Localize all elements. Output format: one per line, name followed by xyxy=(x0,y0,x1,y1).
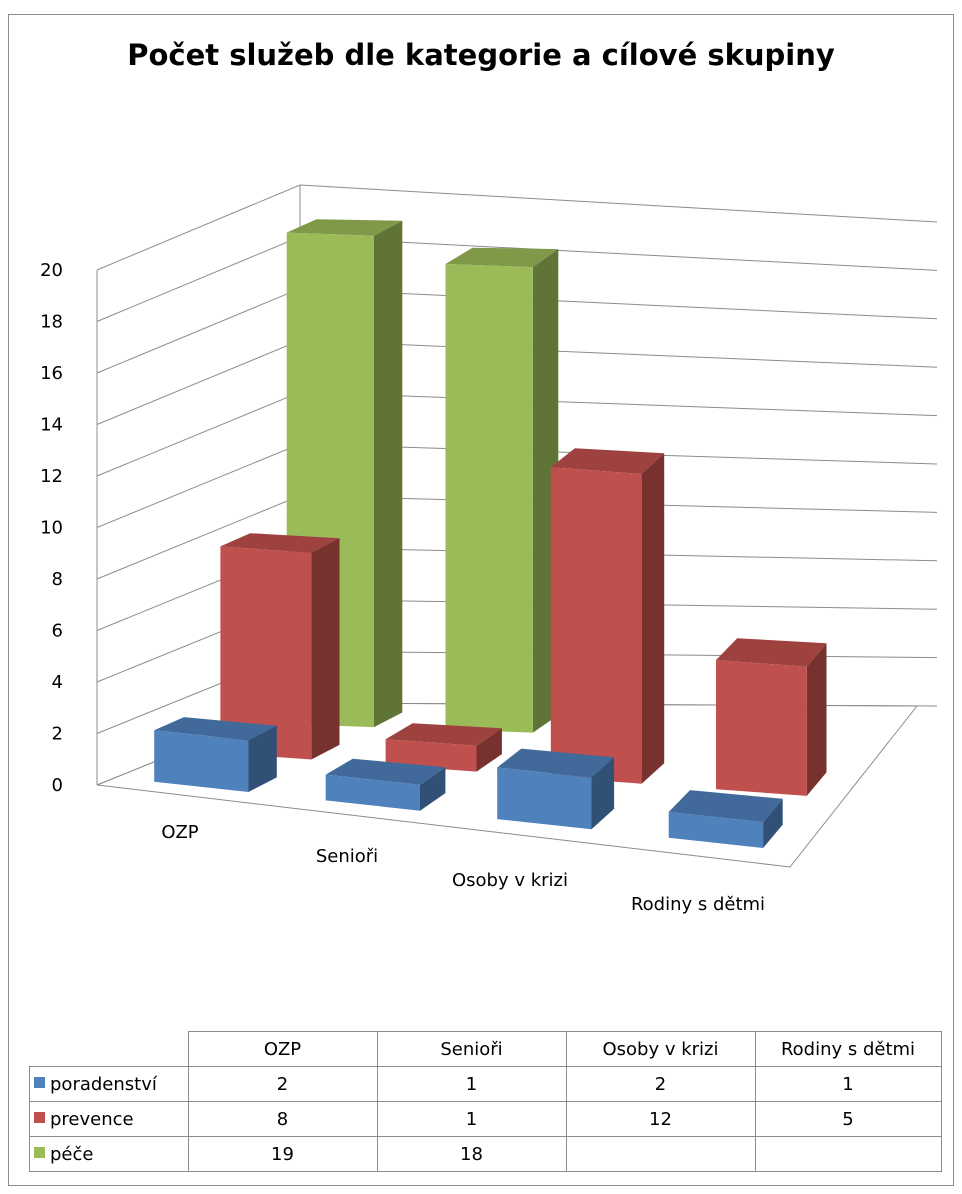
bar-prevence-Rodiny s dětmi xyxy=(716,638,827,796)
category-labels: OZP Senioři Osoby v krizi Rodiny s dětmi xyxy=(161,822,765,915)
table-cell: 2 xyxy=(187,1066,378,1102)
table-header-cell: Senioři xyxy=(376,1031,567,1067)
y-tick-label: 18 xyxy=(40,312,63,333)
bar-side xyxy=(476,728,502,772)
bar-side xyxy=(311,538,340,760)
bar-top xyxy=(286,219,403,236)
bar-front xyxy=(325,774,420,811)
table-cell: 18 xyxy=(376,1136,567,1172)
bar-prevence-Senioři xyxy=(385,723,502,772)
legend-label: poradenství xyxy=(50,1073,157,1095)
bar-top xyxy=(220,533,340,553)
y-tick-label: 16 xyxy=(40,363,63,384)
bar-prevence-OZP xyxy=(220,533,340,760)
bar-front xyxy=(550,467,642,784)
category-label: Rodiny s dětmi xyxy=(631,894,765,915)
bar-side xyxy=(641,453,665,784)
bar-front xyxy=(154,730,249,792)
table-header-cell: Rodiny s dětmi xyxy=(754,1031,942,1067)
y-tick-label: 12 xyxy=(40,466,63,487)
table-corner-cell xyxy=(29,1031,189,1067)
chart-plot-area: 0 2 4 6 8 10 12 14 16 18 20 OZP Senioři Osoby v kriz… xyxy=(40,184,938,915)
bar-poradenství-Senioři xyxy=(325,758,446,811)
bar-top xyxy=(445,247,559,268)
table-cell: 1 xyxy=(376,1101,567,1137)
bar-side xyxy=(763,798,783,848)
legend-label: péče xyxy=(50,1143,94,1165)
chart-bars xyxy=(154,219,827,848)
y-axis-ticks: 0 2 4 6 8 10 12 14 16 18 20 xyxy=(40,260,63,796)
legend-swatch xyxy=(34,1112,45,1123)
bar-side xyxy=(374,220,403,728)
table-header-cell: OZP xyxy=(187,1031,378,1067)
bar-poradenství-Rodiny s dětmi xyxy=(668,790,783,848)
bar-péče-Senioři xyxy=(445,247,559,733)
bar-top xyxy=(325,758,446,785)
table-row: péče 19 18 xyxy=(29,1136,942,1172)
bar-top xyxy=(668,790,783,823)
bar-front xyxy=(220,546,312,760)
table-header-row: OZP Senioři Osoby v krizi Rodiny s dětmi xyxy=(29,1031,942,1067)
gridline xyxy=(96,184,938,271)
bar-side xyxy=(591,757,615,830)
chart-title: Počet služeb dle kategorie a cílové skup… xyxy=(127,38,835,72)
legend-entry-poradenstvi: poradenství xyxy=(29,1066,189,1102)
table-cell: 12 xyxy=(565,1101,756,1137)
bar-front xyxy=(445,264,533,733)
table-row: poradenství 2 1 2 1 xyxy=(29,1066,942,1102)
category-label: OZP xyxy=(161,822,198,843)
bar-side xyxy=(420,767,446,811)
bar-side xyxy=(806,643,827,796)
bar-front xyxy=(497,767,592,830)
bar-poradenství-Osoby v krizi xyxy=(497,748,615,830)
category-label: Senioři xyxy=(316,846,378,867)
legend-entry-prevence: prevence xyxy=(29,1101,189,1137)
table-cell: 19 xyxy=(187,1136,378,1172)
y-tick-label: 10 xyxy=(40,518,63,539)
bar-top xyxy=(385,723,502,746)
table-cell: 5 xyxy=(754,1101,942,1137)
bar-front xyxy=(668,812,764,848)
table-cell: 1 xyxy=(376,1066,567,1102)
table-cell xyxy=(754,1136,942,1172)
table-cell: 2 xyxy=(565,1066,756,1102)
table-cell: 8 xyxy=(187,1101,378,1137)
data-table: OZP Senioři Osoby v krizi Rodiny s dětmi… xyxy=(29,1031,942,1172)
bar-péče-OZP xyxy=(286,219,403,728)
legend-entry-pece: péče xyxy=(29,1136,189,1172)
y-tick-label: 0 xyxy=(52,775,63,796)
bar-top xyxy=(154,717,277,741)
bar-front xyxy=(385,739,477,772)
bar-poradenství-OZP xyxy=(154,717,277,792)
y-tick-label: 6 xyxy=(52,621,63,642)
table-cell xyxy=(565,1136,756,1172)
legend-label: prevence xyxy=(50,1108,134,1130)
y-tick-label: 2 xyxy=(52,724,63,745)
y-tick-label: 14 xyxy=(40,415,63,436)
category-label: Osoby v krizi xyxy=(452,870,568,891)
y-tick-label: 8 xyxy=(52,569,63,590)
table-header-cell: Osoby v krizi xyxy=(565,1031,756,1067)
y-tick-label: 4 xyxy=(52,672,63,693)
bar-top xyxy=(497,748,615,778)
bar-side xyxy=(248,725,277,792)
bar-front xyxy=(716,660,807,796)
bar-prevence-Osoby v krizi xyxy=(550,448,665,784)
bar-top xyxy=(550,448,665,474)
legend-swatch xyxy=(34,1077,45,1088)
bar-top xyxy=(716,638,827,667)
table-cell: 1 xyxy=(754,1066,942,1102)
y-tick-label: 20 xyxy=(40,260,63,281)
legend-swatch xyxy=(34,1147,45,1158)
table-row: prevence 8 1 12 5 xyxy=(29,1101,942,1137)
